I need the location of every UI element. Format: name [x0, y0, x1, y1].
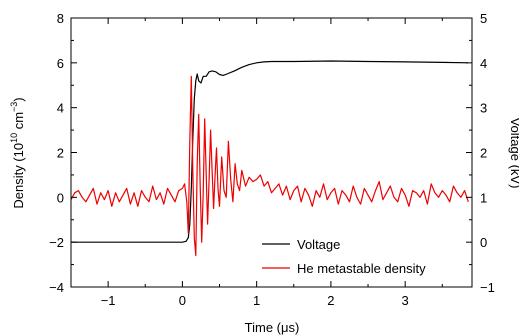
y-left-tick-label: −2	[49, 235, 64, 250]
y-right-tick-label: 2	[480, 146, 487, 161]
x-tick-label: 1	[253, 293, 260, 308]
y-right-tick-label: 0	[480, 235, 487, 250]
y-left-tick-label: 4	[57, 101, 64, 116]
legend-label-voltage: Voltage	[297, 237, 340, 252]
y-right-tick-label: 1	[480, 190, 487, 205]
y-left-axis-title: Density (1010 cm−3)	[9, 97, 26, 208]
voltage-line	[71, 60, 469, 243]
x-axis-ticks: −1 0 1 2 3	[70, 18, 443, 308]
x-axis-title: Time (μs)	[245, 320, 300, 335]
y-right-tick-label: 4	[480, 56, 487, 71]
y-left-axis-ticks: −4 −2 0 2 4 6 8	[49, 11, 77, 295]
series-layer	[71, 60, 469, 257]
y-left-tick-label: −4	[49, 280, 64, 295]
y-left-tick-label: 0	[57, 190, 64, 205]
y-right-tick-label: −1	[480, 280, 495, 295]
x-tick-label: 2	[327, 293, 334, 308]
plot-frame	[70, 17, 473, 288]
y-right-axis-ticks: −1 0 1 2 3 4 5	[466, 11, 495, 295]
y-right-tick-label: 3	[480, 101, 487, 116]
x-tick-label: 0	[179, 293, 186, 308]
y-left-tick-label: 8	[57, 11, 64, 26]
legend-label-density: He metastable density	[297, 261, 426, 276]
density-line	[71, 75, 469, 257]
x-tick-label: −1	[101, 293, 116, 308]
legend: Voltage He metastable density	[262, 237, 426, 276]
x-tick-label: 3	[402, 293, 409, 308]
y-right-axis-title: Voltage (kV)	[508, 118, 519, 189]
y-left-tick-label: 6	[57, 56, 64, 71]
y-left-tick-label: 2	[57, 146, 64, 161]
y-right-tick-label: 5	[480, 11, 487, 26]
